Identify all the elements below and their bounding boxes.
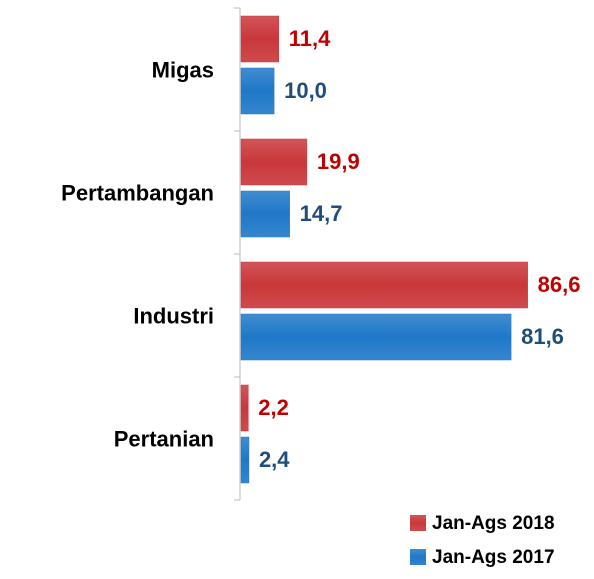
value-label: 14,7 [300, 201, 343, 226]
category-label: Industri [133, 303, 214, 328]
bar [240, 384, 249, 432]
bar [240, 67, 275, 115]
category-label: Migas [152, 57, 214, 82]
value-label: 81,6 [521, 324, 564, 349]
category-label: Pertanian [114, 426, 214, 451]
category-label: Pertambangan [61, 180, 214, 205]
bar [240, 15, 279, 63]
bar [240, 313, 512, 361]
value-label: 2,4 [259, 447, 290, 472]
value-label: 86,6 [538, 272, 581, 297]
legend-label: Jan-Ags 2017 [432, 547, 555, 568]
legend-swatch [410, 515, 426, 531]
bar [240, 436, 250, 484]
legend-swatch [410, 549, 426, 565]
value-label: 10,0 [284, 78, 327, 103]
bar [240, 190, 290, 238]
value-label: 2,2 [258, 395, 289, 420]
bar [240, 261, 528, 309]
value-label: 11,4 [289, 26, 331, 51]
value-label: 19,9 [317, 149, 360, 174]
legend-label: Jan-Ags 2018 [432, 513, 555, 534]
bar [240, 138, 308, 186]
